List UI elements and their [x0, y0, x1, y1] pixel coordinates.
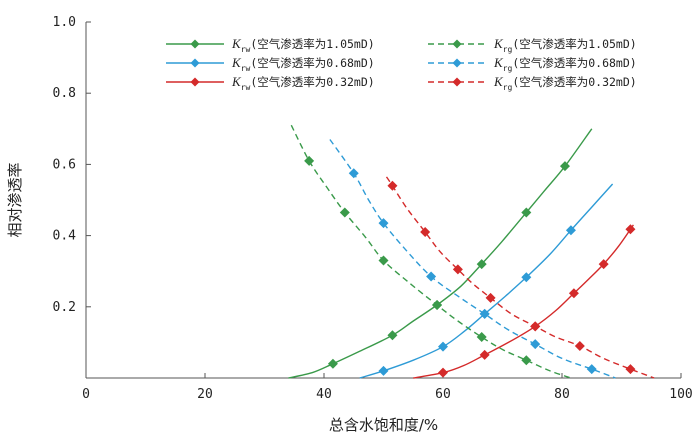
data-point-rw-0: [476, 259, 487, 270]
legend-subscript: rw: [241, 64, 251, 73]
legend-symbol: K: [493, 74, 504, 89]
series-line-rg-4: [329, 139, 616, 379]
data-point-rw-0: [327, 358, 338, 369]
x-tick-label: 0: [82, 387, 90, 402]
data-point-rg-4: [586, 364, 597, 375]
data-point-rg-4: [530, 339, 541, 350]
series-line-rg-5: [385, 176, 655, 379]
data-point-rw-0: [559, 161, 570, 172]
legend-label: Krg(空气渗透率为0.68mD): [493, 55, 637, 73]
legend-subscript: rw: [241, 45, 251, 54]
legend-item-rw-2: Krw(空气渗透率为0.32mD): [166, 74, 375, 92]
series-line-rg-3: [290, 124, 572, 379]
legend: Krw(空气渗透率为1.05mD)Krw(空气渗透率为0.68mD)Krw(空气…: [166, 36, 637, 92]
legend-subscript: rw: [241, 83, 251, 92]
data-point-rw-1: [438, 341, 448, 352]
data-point-rg-3: [476, 332, 487, 343]
legend-item-rg-3: Krg(空气渗透率为1.05mD): [428, 36, 637, 54]
data-point-rw-2: [625, 224, 636, 235]
legend-text: (空气渗透率为1.05mD): [250, 37, 374, 51]
legend-text: (空气渗透率为0.32mD): [512, 75, 636, 89]
series-line-rw-2: [413, 224, 634, 379]
legend-symbol: K: [493, 55, 504, 70]
legend-symbol: K: [231, 74, 242, 89]
data-point-rg-5: [420, 227, 431, 238]
data-point-rg-5: [387, 180, 398, 191]
legend-text: (空气渗透率为0.68mD): [250, 56, 374, 70]
data-point-rw-2: [598, 259, 609, 270]
data-point-rg-4: [426, 271, 437, 282]
y-tick-label: 1.0: [53, 15, 76, 30]
data-point-rg-3: [432, 300, 443, 311]
legend-item-rg-5: Krg(空气渗透率为0.32mD): [428, 74, 637, 92]
y-tick-label: 0.8: [53, 86, 76, 101]
data-point-rw-1: [565, 225, 576, 236]
data-point-rg-5: [452, 264, 463, 275]
legend-item-rw-0: Krw(空气渗透率为1.05mD): [166, 36, 375, 54]
legend-label: Krg(空气渗透率为0.32mD): [493, 74, 637, 92]
data-point-rw-0: [387, 330, 398, 341]
data-point-rw-2: [568, 288, 579, 299]
y-tick-label: 0.6: [53, 157, 76, 172]
legend-label: Krw(空气渗透率为0.32mD): [231, 74, 375, 92]
x-axis-title: 总含水饱和度/%: [329, 416, 438, 434]
legend-marker-icon: [190, 58, 200, 68]
y-axis-title: 相对渗透率: [6, 162, 24, 237]
legend-marker-icon: [190, 39, 200, 49]
series-line-rw-1: [359, 183, 614, 379]
legend-symbol: K: [231, 55, 242, 70]
legend-marker-icon: [190, 77, 200, 87]
data-point-rw-2: [438, 367, 448, 378]
data-point-rw-1: [378, 365, 389, 376]
data-point-rg-4: [348, 168, 359, 179]
data-point-rg-5: [530, 321, 541, 332]
data-point-rw-1: [521, 272, 532, 283]
legend-text: (空气渗透率为0.32mD): [250, 75, 374, 89]
x-tick-label: 100: [669, 387, 692, 402]
data-point-rg-4: [479, 308, 490, 319]
data-point-rg-5: [574, 340, 585, 351]
legend-subscript: rg: [503, 45, 513, 54]
legend-item-rw-1: Krw(空气渗透率为0.68mD): [166, 55, 375, 73]
legend-symbol: K: [231, 36, 242, 51]
series-curves-group: [288, 124, 655, 379]
legend-marker-icon: [452, 39, 462, 49]
legend-marker-icon: [452, 77, 462, 87]
data-point-rg-5: [625, 364, 636, 375]
x-tick-label: 80: [554, 387, 570, 402]
series-line-rw-0: [288, 128, 593, 379]
series-markers-group: [304, 155, 636, 378]
data-point-rg-3: [378, 255, 389, 266]
data-point-rg-3: [304, 155, 315, 166]
legend-subscript: rg: [503, 64, 513, 73]
legend-text: (空气渗透率为0.68mD): [512, 56, 636, 70]
x-tick-label: 60: [435, 387, 451, 402]
data-point-rw-2: [479, 349, 490, 360]
x-tick-label: 40: [316, 387, 332, 402]
legend-text: (空气渗透率为1.05mD): [512, 37, 636, 51]
legend-label: Krw(空气渗透率为0.68mD): [231, 55, 375, 73]
y-tick-label: 0.4: [53, 229, 77, 244]
legend-item-rg-4: Krg(空气渗透率为0.68mD): [428, 55, 637, 73]
legend-marker-icon: [452, 58, 462, 68]
legend-symbol: K: [493, 36, 504, 51]
data-point-rw-0: [521, 207, 532, 218]
data-point-rg-3: [521, 355, 532, 366]
x-tick-label: 20: [197, 387, 213, 402]
axes-group: 0 20 40 60 80 100 0.2 0.4 0.6 0.8 1.0: [53, 15, 693, 402]
legend-label: Krw(空气渗透率为1.05mD): [231, 36, 375, 54]
data-point-rg-4: [378, 218, 389, 229]
y-tick-label: 0.2: [53, 300, 76, 315]
legend-label: Krg(空气渗透率为1.05mD): [493, 36, 637, 54]
data-point-rg-3: [339, 207, 350, 218]
data-point-rg-5: [485, 292, 496, 303]
legend-subscript: rg: [503, 83, 513, 92]
